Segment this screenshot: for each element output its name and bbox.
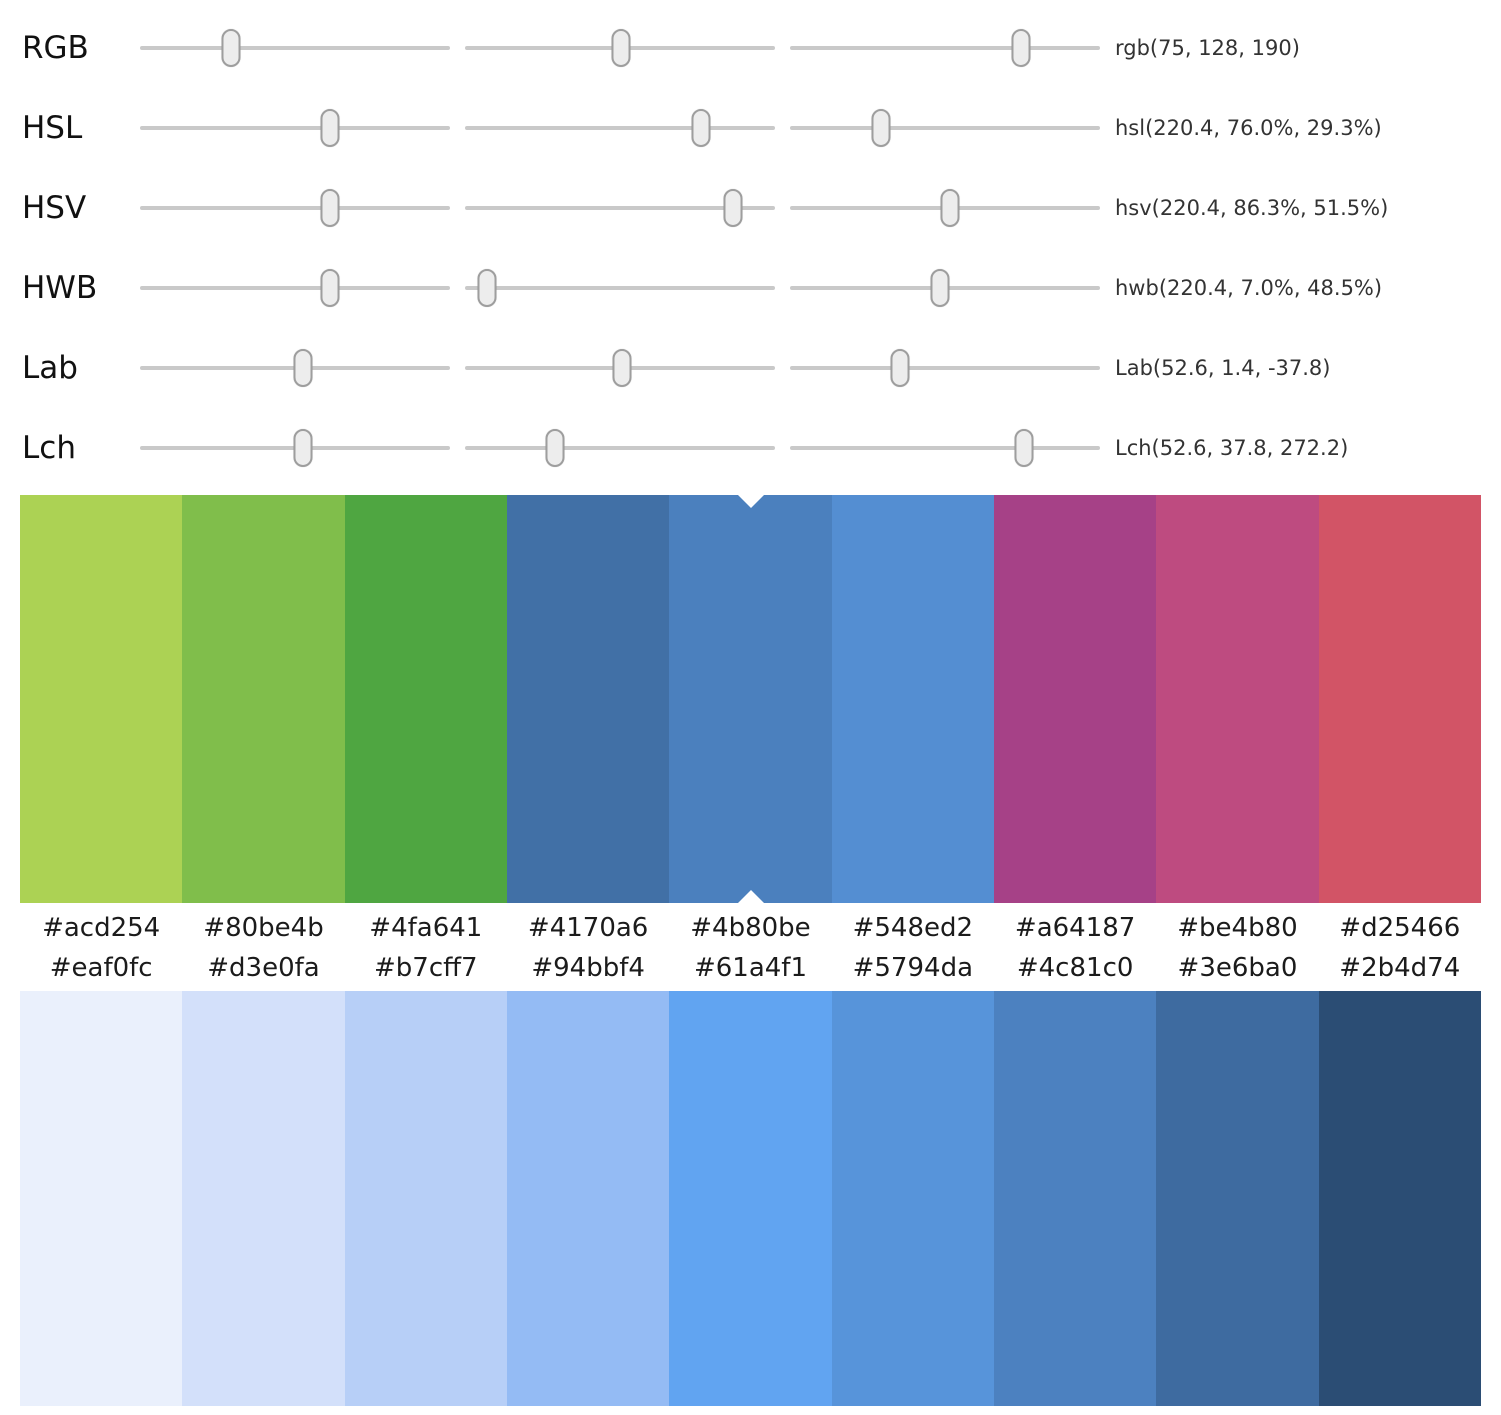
colorspace-label: HSV bbox=[22, 190, 87, 226]
hex-label: #80be4b bbox=[203, 913, 324, 943]
selected-marker-top-icon bbox=[737, 495, 764, 508]
slider-thumb[interactable] bbox=[545, 429, 565, 467]
slider-row-hwb: HWB hwb(220.4, 7.0%, 48.5%) bbox=[0, 248, 1501, 328]
slider-row-hsl: HSL hsl(220.4, 76.0%, 29.3%) bbox=[0, 88, 1501, 168]
slider-thumb[interactable] bbox=[930, 269, 950, 307]
hex-label: #acd254 bbox=[42, 913, 161, 943]
hue-swatch[interactable] bbox=[831, 495, 994, 903]
slider-thumb[interactable] bbox=[320, 189, 340, 227]
tint-swatch[interactable] bbox=[1318, 991, 1481, 1406]
colorspace-sliders: RGB rgb(75, 128, 190) HSL hsl(220.4, 76.… bbox=[0, 0, 1501, 488]
slider-track[interactable] bbox=[140, 29, 450, 67]
hex-label: #2b4d74 bbox=[1339, 953, 1461, 983]
colorspace-label: Lch bbox=[22, 430, 76, 466]
slider-thumb[interactable] bbox=[612, 349, 632, 387]
hex-label: #a64187 bbox=[1014, 913, 1136, 943]
tint-hex-labels: #eaf0fc #d3e0fa #b7cff7 #94bbf4 #61a4f1 … bbox=[20, 951, 1481, 991]
slider-track[interactable] bbox=[140, 269, 450, 307]
slider-track[interactable] bbox=[465, 189, 775, 227]
hue-palette bbox=[20, 495, 1481, 903]
tint-swatch[interactable] bbox=[182, 991, 345, 1406]
color-value-readout: hwb(220.4, 7.0%, 48.5%) bbox=[1115, 276, 1383, 300]
slider-track[interactable] bbox=[140, 109, 450, 147]
hue-swatch[interactable] bbox=[20, 495, 183, 903]
slider-thumb[interactable] bbox=[940, 189, 960, 227]
slider-row-rgb: RGB rgb(75, 128, 190) bbox=[0, 8, 1501, 88]
color-value-readout: Lch(52.6, 37.8, 272.2) bbox=[1115, 436, 1349, 460]
hex-label: #4c81c0 bbox=[1016, 953, 1134, 983]
slider-track[interactable] bbox=[790, 429, 1100, 467]
hue-swatch[interactable] bbox=[669, 495, 832, 903]
slider-thumb[interactable] bbox=[221, 29, 241, 67]
selected-marker-bottom-icon bbox=[737, 890, 764, 903]
color-value-readout: rgb(75, 128, 190) bbox=[1115, 36, 1300, 60]
slider-track[interactable] bbox=[140, 189, 450, 227]
slider-thumb[interactable] bbox=[293, 429, 313, 467]
hex-label: #be4b80 bbox=[1177, 913, 1298, 943]
tint-swatch[interactable] bbox=[1156, 991, 1319, 1406]
slider-track[interactable] bbox=[140, 349, 450, 387]
slider-thumb[interactable] bbox=[1014, 429, 1034, 467]
tint-swatch[interactable] bbox=[20, 991, 183, 1406]
hue-swatch[interactable] bbox=[344, 495, 507, 903]
slider-track[interactable] bbox=[465, 29, 775, 67]
slider-row-hsv: HSV hsv(220.4, 86.3%, 51.5%) bbox=[0, 168, 1501, 248]
slider-track[interactable] bbox=[790, 269, 1100, 307]
color-value-readout: hsv(220.4, 86.3%, 51.5%) bbox=[1115, 196, 1389, 220]
hex-label: #61a4f1 bbox=[693, 953, 807, 983]
slider-thumb[interactable] bbox=[293, 349, 313, 387]
hex-label: #d3e0fa bbox=[207, 953, 320, 983]
slider-thumb[interactable] bbox=[320, 269, 340, 307]
slider-track[interactable] bbox=[465, 349, 775, 387]
hex-label: #548ed2 bbox=[852, 913, 974, 943]
slider-thumb[interactable] bbox=[1011, 29, 1031, 67]
colorspace-label: HSL bbox=[22, 110, 83, 146]
hex-label: #eaf0fc bbox=[49, 953, 153, 983]
slider-track[interactable] bbox=[465, 109, 775, 147]
color-value-readout: Lab(52.6, 1.4, -37.8) bbox=[1115, 356, 1331, 380]
slider-thumb[interactable] bbox=[691, 109, 711, 147]
hue-swatch[interactable] bbox=[506, 495, 670, 903]
slider-track[interactable] bbox=[790, 189, 1100, 227]
hex-label: #3e6ba0 bbox=[1177, 953, 1298, 983]
slider-thumb[interactable] bbox=[871, 109, 891, 147]
hex-label: #94bbf4 bbox=[531, 953, 645, 983]
hex-label: #b7cff7 bbox=[374, 953, 478, 983]
tint-swatch[interactable] bbox=[669, 991, 832, 1406]
hue-swatch[interactable] bbox=[1318, 495, 1481, 903]
slider-track[interactable] bbox=[465, 429, 775, 467]
hue-swatch[interactable] bbox=[993, 495, 1157, 903]
slider-track[interactable] bbox=[465, 269, 775, 307]
hex-label: #4fa641 bbox=[369, 913, 483, 943]
slider-track[interactable] bbox=[790, 29, 1100, 67]
slider-thumb[interactable] bbox=[320, 109, 340, 147]
tint-swatch[interactable] bbox=[506, 991, 670, 1406]
hex-label: #5794da bbox=[852, 953, 973, 983]
colorspace-label: Lab bbox=[22, 350, 78, 386]
hex-label: #4b80be bbox=[690, 913, 811, 943]
tint-swatch[interactable] bbox=[344, 991, 507, 1406]
slider-thumb[interactable] bbox=[890, 349, 910, 387]
colorspace-label: RGB bbox=[22, 30, 89, 66]
hex-label: #d25466 bbox=[1339, 913, 1461, 943]
slider-thumb[interactable] bbox=[611, 29, 631, 67]
hue-hex-labels: #acd254 #80be4b #4fa641 #4170a6 #4b80be … bbox=[20, 903, 1481, 951]
colorspace-label: HWB bbox=[22, 270, 98, 306]
slider-track[interactable] bbox=[140, 429, 450, 467]
slider-thumb[interactable] bbox=[723, 189, 743, 227]
slider-row-lch: Lch Lch(52.6, 37.8, 272.2) bbox=[0, 408, 1501, 488]
slider-track[interactable] bbox=[790, 349, 1100, 387]
hue-swatch[interactable] bbox=[182, 495, 345, 903]
hex-label: #4170a6 bbox=[527, 913, 649, 943]
hue-swatch[interactable] bbox=[1156, 495, 1319, 903]
color-value-readout: hsl(220.4, 76.0%, 29.3%) bbox=[1115, 116, 1382, 140]
slider-track[interactable] bbox=[790, 109, 1100, 147]
tint-swatch[interactable] bbox=[831, 991, 994, 1406]
tint-swatch[interactable] bbox=[993, 991, 1157, 1406]
slider-row-lab: Lab Lab(52.6, 1.4, -37.8) bbox=[0, 328, 1501, 408]
slider-thumb[interactable] bbox=[477, 269, 497, 307]
tint-palette bbox=[20, 991, 1481, 1406]
